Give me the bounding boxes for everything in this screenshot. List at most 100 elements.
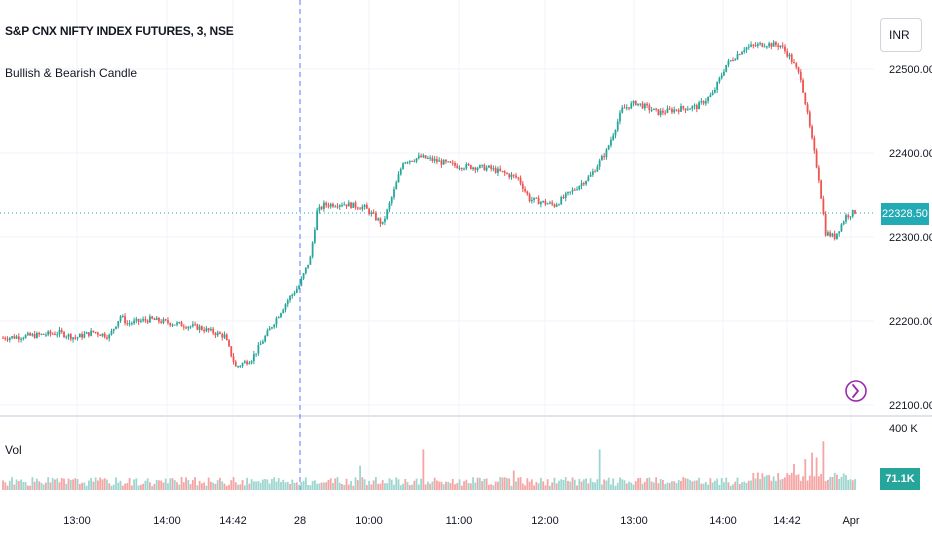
volume-bar: [515, 481, 517, 490]
volume-bar: [26, 485, 29, 490]
volume-bar: [110, 485, 113, 490]
volume-bar: [72, 479, 74, 490]
candle-down: [225, 334, 228, 341]
volume-bar: [759, 479, 761, 490]
candle-down: [544, 200, 547, 205]
time-tick-label: Apr: [842, 515, 859, 527]
volume-bar: [544, 485, 547, 490]
volume-bar: [216, 480, 219, 490]
candle-up: [40, 333, 43, 335]
candle-up: [625, 107, 628, 109]
candle-down: [535, 197, 538, 199]
volume-bar: [354, 477, 357, 490]
candle-down: [657, 109, 660, 116]
volume-bar: [765, 475, 768, 490]
volume-bar: [300, 481, 303, 490]
volume-bar: [569, 481, 572, 490]
volume-bar: [20, 479, 22, 490]
volume-bar: [309, 485, 312, 490]
candle-up: [481, 164, 484, 166]
candle-down: [221, 333, 224, 338]
volume-bar: [291, 479, 294, 490]
candle-down: [752, 44, 755, 46]
volume-bar: [264, 479, 267, 490]
volume-bar: [632, 484, 635, 490]
candle-up: [47, 331, 50, 335]
candle-up: [549, 202, 551, 204]
candle-up: [546, 203, 549, 205]
volume-bar: [743, 481, 746, 490]
candle-down: [230, 346, 233, 357]
indicator-label[interactable]: Bullish & Bearish Candle: [5, 66, 138, 80]
candle-down: [822, 198, 825, 214]
volume-bar: [248, 483, 251, 490]
volume-label[interactable]: Vol: [5, 443, 22, 457]
candle-down: [786, 51, 789, 57]
volume-bar: [198, 480, 201, 490]
volume-bar: [851, 480, 854, 490]
currency-button[interactable]: INR: [880, 18, 922, 52]
candle-up: [417, 155, 420, 159]
candle-up: [386, 209, 389, 219]
candle-down: [228, 340, 230, 347]
candle-up: [255, 353, 258, 355]
candle-down: [526, 191, 529, 195]
candle-up: [747, 46, 750, 48]
volume-bar: [83, 482, 86, 490]
candle-down: [144, 319, 147, 321]
candle-down: [42, 333, 45, 335]
candle-up: [24, 335, 27, 339]
candle-up: [250, 361, 253, 363]
candle-up: [463, 168, 465, 170]
volume-bar: [815, 457, 818, 490]
candle-up: [316, 210, 319, 231]
volume-bar: [630, 482, 633, 490]
candle-up: [399, 168, 402, 175]
candle-up: [743, 49, 746, 52]
volume-bar: [121, 485, 124, 490]
volume-bar: [680, 480, 682, 490]
volume-bar: [756, 472, 759, 490]
candle-up: [352, 202, 355, 208]
volume-bar: [381, 480, 384, 490]
time-tick-label: 13:00: [620, 515, 648, 527]
volume-bar: [388, 478, 391, 490]
volume-bar: [133, 479, 135, 490]
volume-bar: [277, 478, 280, 490]
candle-down: [146, 320, 149, 323]
candle-down: [469, 165, 472, 169]
candle-up: [178, 322, 181, 324]
candle-down: [501, 170, 504, 172]
volume-bar: [768, 475, 771, 490]
volume-bar: [490, 484, 493, 490]
volume-bar: [413, 480, 416, 490]
candle-up: [510, 174, 513, 178]
candle-down: [646, 103, 648, 106]
candle-up: [576, 189, 578, 191]
volume-bar: [375, 477, 377, 490]
volume-bar: [775, 480, 777, 490]
volume-bar: [533, 485, 535, 490]
candle-down: [512, 174, 515, 176]
candle-up: [275, 318, 278, 325]
candle-down: [92, 330, 95, 332]
candle-up: [313, 230, 316, 243]
candle-up: [429, 157, 432, 159]
candle-up: [72, 337, 74, 340]
candle-down: [770, 43, 773, 47]
volume-bar: [31, 477, 34, 490]
volume-bar: [838, 478, 841, 490]
volume-bar: [689, 480, 691, 490]
candle-down: [325, 202, 328, 206]
candle-up: [736, 54, 739, 60]
volume-bar: [671, 481, 673, 490]
replay-button[interactable]: [843, 372, 869, 408]
candle-down: [424, 155, 427, 159]
volume-bar: [725, 477, 728, 490]
candle-up: [257, 344, 260, 354]
candle-down: [87, 332, 90, 336]
symbol-title[interactable]: S&P CNX NIFTY INDEX FUTURES, 3, NSE: [5, 24, 234, 38]
volume-axis-label: 400 K: [889, 423, 918, 435]
